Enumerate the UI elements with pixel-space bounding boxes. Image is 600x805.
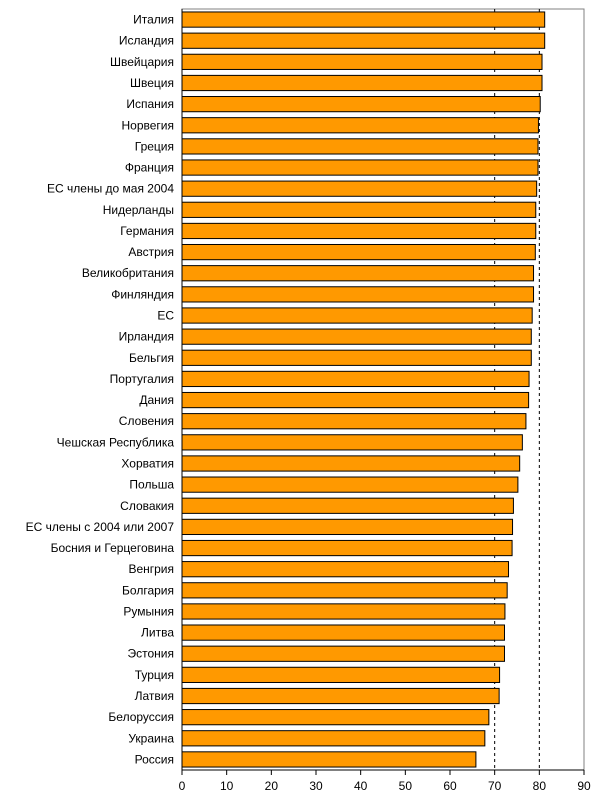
bar <box>181 138 539 155</box>
category-label: Словакия <box>120 499 174 513</box>
x-tick-label: 90 <box>577 779 591 793</box>
bar <box>181 434 523 451</box>
x-tick-label: 0 <box>179 779 186 793</box>
bar <box>181 455 521 472</box>
category-label: Дания <box>139 393 174 407</box>
bar <box>181 476 519 493</box>
bars <box>181 11 546 768</box>
bar <box>181 180 538 197</box>
category-label: Румыния <box>123 604 174 618</box>
category-label: Австрия <box>128 245 174 259</box>
bar <box>181 96 541 113</box>
bar <box>181 624 505 641</box>
bar <box>181 730 486 747</box>
x-tick-label: 20 <box>265 779 279 793</box>
category-label: ЕС члены до мая 2004 <box>47 182 174 196</box>
category-label: Италия <box>133 13 174 27</box>
category-label: Эстония <box>128 647 175 661</box>
bar <box>181 561 510 578</box>
category-label: Латвия <box>135 689 174 703</box>
category-label: Великобритания <box>82 266 174 280</box>
bar <box>181 666 501 683</box>
category-label: Босния и Герцеговина <box>51 541 175 555</box>
category-label: Литва <box>141 626 174 640</box>
x-tick-label: 50 <box>399 779 413 793</box>
bar <box>181 709 490 726</box>
category-label: Венгрия <box>128 562 174 576</box>
category-label: Франция <box>125 161 174 175</box>
category-label: Чешская Республика <box>57 435 175 449</box>
category-label: Португалия <box>110 372 174 386</box>
plot-area <box>181 8 585 771</box>
reference-lines <box>494 9 540 770</box>
bar <box>181 328 532 345</box>
category-label: Бельгия <box>129 351 174 365</box>
x-tick-label: 30 <box>309 779 323 793</box>
category-label: ЕС члены с 2004 или 2007 <box>26 520 175 534</box>
category-label: Греция <box>135 139 174 153</box>
x-tick-label: 60 <box>443 779 457 793</box>
bar <box>181 413 527 430</box>
category-label: Финляндия <box>111 287 174 301</box>
category-labels: Италия Исландия Швейцария Швеция Испания Норв… <box>26 13 175 767</box>
category-label: Нидерланды <box>103 203 174 217</box>
category-label: Ирландия <box>119 330 174 344</box>
category-label: Хорватия <box>121 456 174 470</box>
category-label: Словения <box>119 414 174 428</box>
bar <box>181 286 535 303</box>
bar <box>181 11 546 28</box>
category-label: Швейцария <box>110 55 174 69</box>
category-label: Норвегия <box>121 118 174 132</box>
category-label: Белоруссия <box>108 710 174 724</box>
x-axis: 0 10 20 30 40 50 60 70 80 90 <box>179 9 591 793</box>
bar <box>181 222 537 240</box>
bar <box>181 603 506 620</box>
bar <box>181 159 539 176</box>
bar <box>181 751 477 768</box>
category-label: Испания <box>126 97 174 111</box>
bar <box>181 391 530 409</box>
bar <box>181 497 514 514</box>
bar <box>181 307 533 324</box>
category-label: Швеция <box>130 76 174 90</box>
bar <box>181 518 514 536</box>
bar <box>181 201 537 218</box>
bar <box>181 74 543 92</box>
category-label: Турция <box>135 668 174 682</box>
bar <box>181 265 535 282</box>
bar <box>181 53 543 70</box>
x-tick-label: 40 <box>354 779 368 793</box>
bar <box>181 117 539 134</box>
bar <box>181 243 536 261</box>
category-label: Россия <box>135 752 174 766</box>
category-label: Украина <box>128 731 174 745</box>
bar <box>181 539 513 557</box>
x-tick-label: 70 <box>488 779 502 793</box>
bar <box>181 582 508 599</box>
bar <box>181 32 546 49</box>
category-label: Болгария <box>122 583 174 597</box>
category-label: Германия <box>120 224 174 238</box>
bar <box>181 687 500 705</box>
x-tick-label: 80 <box>533 779 547 793</box>
bar <box>181 370 530 388</box>
bar <box>181 349 532 366</box>
x-tick-label: 10 <box>220 779 234 793</box>
bar <box>181 645 505 662</box>
category-label: ЕС <box>157 309 174 323</box>
category-label: Исландия <box>119 34 174 48</box>
category-label: Польша <box>129 478 174 492</box>
